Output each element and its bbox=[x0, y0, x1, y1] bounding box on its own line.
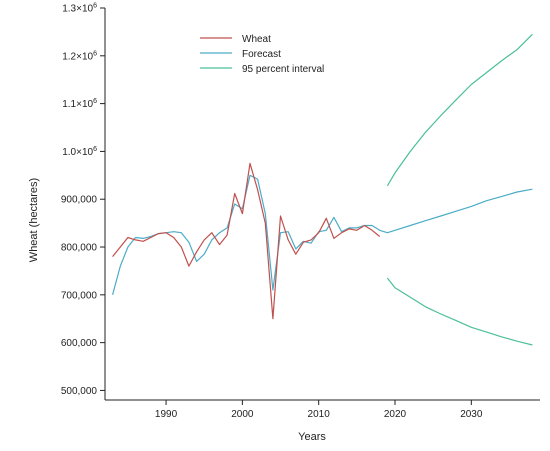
series-line-95-percent-interval bbox=[386, 33, 533, 187]
series-line-lower-95-percent-interval bbox=[386, 277, 533, 346]
legend-label-forecast: Forecast bbox=[242, 49, 281, 60]
x-tick-label: 2000 bbox=[231, 409, 254, 420]
x-tick-label: 2020 bbox=[384, 409, 407, 420]
y-tick-label: 700,000 bbox=[61, 290, 98, 301]
x-axis-ticks: 1990 2000 2010 2020 2030 bbox=[155, 400, 483, 420]
y-tick-label: 800,000 bbox=[61, 243, 98, 254]
x-tick-label: 2030 bbox=[460, 409, 483, 420]
y-tick-exponent: 6 bbox=[93, 146, 97, 153]
series-line-forecast bbox=[112, 174, 533, 295]
y-tick-exponent: 6 bbox=[93, 3, 97, 10]
x-tick-label: 1990 bbox=[155, 409, 178, 420]
y-axis-title: Wheat (hectares) bbox=[28, 178, 40, 262]
y-tick-exponent: 6 bbox=[93, 98, 97, 105]
y-tick-exponent: 6 bbox=[93, 50, 97, 57]
legend: Wheat Forecast 95 percent interval bbox=[200, 34, 324, 75]
series-line-wheat bbox=[112, 162, 381, 320]
y-tick-label: 1.1×106 bbox=[62, 98, 97, 110]
plot-axes bbox=[104, 8, 540, 401]
y-tick-label: 1.3×106 bbox=[62, 3, 97, 15]
legend-label-wheat: Wheat bbox=[242, 34, 271, 45]
x-tick-label: 2010 bbox=[308, 409, 331, 420]
series-lines bbox=[112, 33, 533, 346]
y-axis-ticks: 500,000 600,000 700,000 800,000 900,000 1.0×1… bbox=[61, 3, 105, 397]
y-tick-label: 1.2×106 bbox=[62, 50, 97, 62]
legend-label-95-percent-interval: 95 percent interval bbox=[242, 64, 324, 75]
y-tick-label: 1.0×106 bbox=[62, 146, 97, 158]
y-tick-label: 500,000 bbox=[61, 386, 98, 397]
y-tick-label: 900,000 bbox=[61, 195, 98, 206]
y-tick-label: 600,000 bbox=[61, 338, 98, 349]
x-axis-title: Years bbox=[298, 431, 326, 443]
